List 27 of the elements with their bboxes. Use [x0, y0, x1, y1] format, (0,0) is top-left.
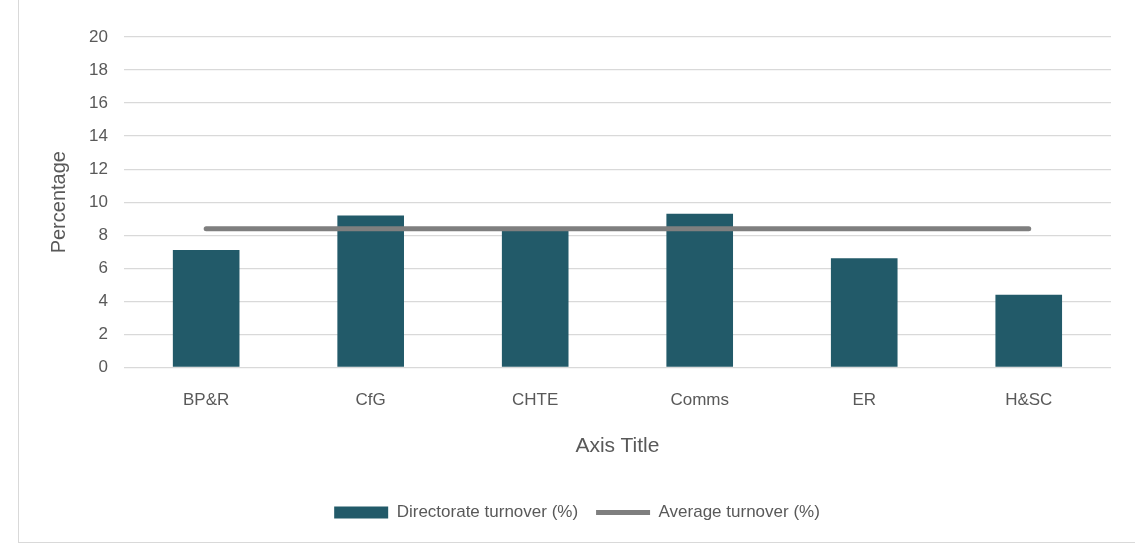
y-tick-label: 2 — [98, 324, 108, 344]
legend-label: Average turnover (%) — [658, 502, 820, 522]
bar — [172, 250, 240, 367]
y-tick-label: 8 — [98, 224, 108, 244]
y-tick-label: 4 — [98, 291, 108, 311]
x-tick-label: CHTE — [512, 390, 559, 410]
y-tick-label: 18 — [88, 59, 108, 79]
x-tick-label: CfG — [355, 390, 386, 410]
bar — [337, 215, 404, 367]
y-tick-label: 12 — [88, 158, 108, 178]
bar — [666, 213, 734, 367]
y-tick-label: 20 — [88, 26, 108, 46]
bar — [501, 228, 569, 367]
x-tick-label: Comms — [670, 390, 729, 410]
y-axis-title: Percentage — [46, 151, 69, 254]
y-tick-label: 6 — [98, 257, 108, 277]
bar — [995, 294, 1063, 367]
bar — [830, 258, 898, 367]
x-tick-label: BP&R — [183, 390, 230, 410]
x-tick-label: H&SC — [1005, 390, 1053, 410]
y-tick-label: 14 — [88, 125, 108, 145]
y-tick-label: 10 — [88, 191, 108, 211]
x-tick-label: ER — [852, 390, 877, 410]
y-tick-label: 0 — [98, 357, 108, 377]
y-tick-label: 16 — [88, 92, 108, 112]
legend-label: Directorate turnover (%) — [396, 502, 579, 522]
x-axis-title: Axis Title — [575, 433, 660, 457]
